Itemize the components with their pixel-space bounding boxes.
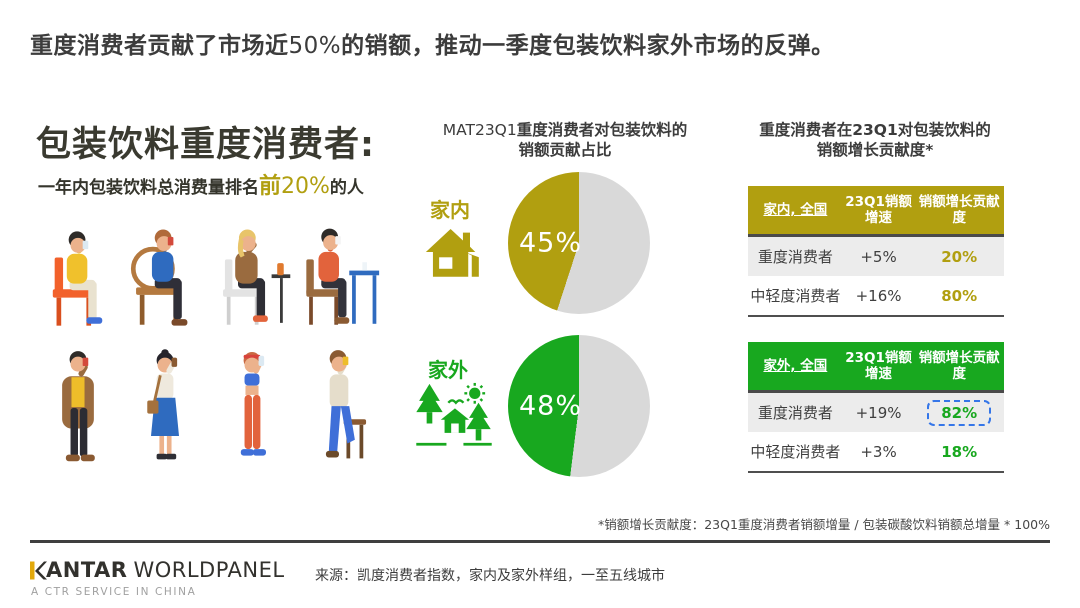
pie-value-in-home: 45%	[519, 227, 583, 259]
row-contribution: 18%	[941, 442, 978, 461]
pie-title-prefix: MAT23Q1	[442, 121, 517, 139]
pie-title-line2: 销额贡献占比	[518, 141, 612, 160]
row-contribution: 80%	[941, 286, 978, 305]
table-row: 重度消费者 +5% 20%	[748, 237, 1004, 276]
table-in-home-header: 家内, 全国 23Q1销额增速 销额增长贡献度	[748, 186, 1004, 237]
row-label: 中轻度消费者	[750, 443, 841, 461]
logo-text-bold: ANTAR	[46, 558, 128, 582]
section-subtitle: 一年内包装饮料总消费量排名前20%的人	[38, 168, 364, 200]
table-row: 重度消费者 +19% 82%	[748, 393, 1004, 432]
row-growth: +3%	[860, 442, 897, 461]
headline-number: 50%	[288, 33, 342, 59]
header-growth: 23Q1销额增速	[845, 349, 912, 382]
outdoor-trees-icon	[416, 382, 492, 446]
person-illustration	[325, 350, 367, 459]
pie-value-out-of-home: 48%	[519, 390, 583, 422]
table-title-line2: 销额增长贡献度*	[816, 141, 934, 160]
logo-subtitle: A CTR SERVICE IN CHINA	[31, 586, 197, 598]
subtitle-highlight: 前	[259, 174, 282, 199]
person-illustration	[223, 229, 291, 325]
person-illustration	[52, 231, 103, 326]
header-contribution: 销额增长贡献度	[918, 193, 1000, 226]
pie-section: MAT23Q1重度消费者对包装饮料的 销额贡献占比 家内 45% 家外	[400, 120, 730, 477]
subtitle-prefix: 一年内包装饮料总消费量排名	[38, 178, 259, 198]
person-illustration	[62, 351, 95, 462]
headline: 重度消费者贡献了市场近50%的销额，推动一季度包装饮料家外市场的反弹。	[30, 26, 835, 60]
person-illustration	[306, 228, 380, 325]
table-row: 中轻度消费者 +16% 80%	[748, 276, 1004, 315]
footnote: *销额增长贡献度：23Q1重度消费者销额增量 / 包装碳酸饮料销额总增量 * 1…	[597, 517, 1050, 532]
subtitle-highlight-number: 20%	[281, 174, 330, 199]
row-growth: +5%	[860, 247, 897, 266]
header-scope: 家内, 全国	[763, 201, 828, 218]
table-row: 中轻度消费者 +3% 18%	[748, 432, 1004, 471]
pie-chart-out-of-home: 48%	[508, 335, 650, 477]
out-of-home-label: 家外	[428, 358, 468, 382]
source-note: 来源：凯度消费者指数，家内及家外样组，一至五线城市	[315, 568, 665, 584]
subtitle-suffix: 的人	[329, 178, 364, 198]
table-section: 重度消费者在23Q1对包装饮料的 销额增长贡献度* 家内, 全国 23Q1销额增…	[742, 120, 1008, 473]
row-label: 重度消费者	[757, 248, 833, 266]
headline-post: 的销额，推动一季度包装饮料家外市场的反弹。	[341, 33, 835, 59]
person-illustration	[240, 352, 266, 456]
header-contribution: 销额增长贡献度	[918, 349, 1000, 382]
kantar-k-icon	[30, 561, 47, 579]
table-out-of-home: 家外, 全国 23Q1销额增速 销额增长贡献度 重度消费者 +19% 82% 中…	[748, 342, 1004, 473]
footer-divider	[30, 540, 1050, 543]
in-home-label: 家内	[430, 198, 470, 222]
header-scope: 家外, 全国	[763, 357, 828, 374]
pie-chart-in-home: 45%	[508, 172, 650, 314]
table-out-of-home-header: 家外, 全国 23Q1销额增速 销额增长贡献度	[748, 342, 1004, 393]
person-illustration	[130, 229, 188, 326]
pie-section-title: MAT23Q1重度消费者对包装饮料的 销额贡献占比	[400, 120, 730, 160]
people-illustration	[36, 220, 381, 478]
row-contribution: 20%	[941, 247, 978, 266]
person-illustration	[147, 349, 179, 460]
row-label: 中轻度消费者	[750, 287, 841, 305]
row-growth: +19%	[855, 403, 902, 422]
kantar-logo: ANTAR WORLDPANEL	[30, 558, 285, 582]
house-icon	[425, 229, 479, 277]
highlighted-value: 82%	[927, 399, 992, 426]
row-growth: +16%	[855, 286, 902, 305]
logo-text-regular: WORLDPANEL	[133, 558, 285, 582]
pie-title-bold: 重度消费者对包装饮料的	[516, 121, 688, 139]
row-label: 重度消费者	[757, 404, 833, 422]
table-section-title: 重度消费者在23Q1对包装饮料的 销额增长贡献度*	[742, 120, 1008, 160]
table-in-home: 家内, 全国 23Q1销额增速 销额增长贡献度 重度消费者 +5% 20% 中轻…	[748, 186, 1004, 317]
section-title: 包装饮料重度消费者:	[36, 125, 375, 165]
header-growth: 23Q1销额增速	[845, 193, 912, 226]
headline-pre: 重度消费者贡献了市场近	[30, 33, 289, 59]
table-title-line1: 重度消费者在23Q1对包装饮料的	[759, 121, 991, 139]
